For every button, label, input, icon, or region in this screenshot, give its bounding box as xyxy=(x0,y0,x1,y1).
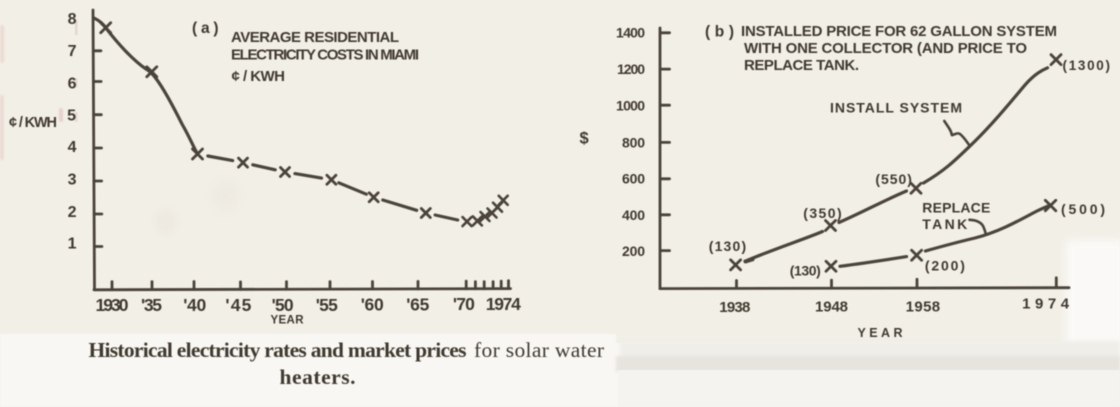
svg-text:(350): (350) xyxy=(803,205,842,221)
svg-text:$: $ xyxy=(580,130,589,148)
svg-text:1948: 1948 xyxy=(815,299,848,316)
svg-text:ELECTRICITY COSTS IN MIAMI: ELECTRICITY COSTS IN MIAMI xyxy=(231,47,419,64)
svg-text:heaters.: heaters. xyxy=(280,365,356,389)
svg-text:WITH ONE COLLECTOR (AND PRICE: WITH ONE COLLECTOR (AND PRICE TO xyxy=(744,40,1027,57)
svg-text:1: 1 xyxy=(68,236,77,253)
svg-text:4: 4 xyxy=(68,139,77,156)
svg-text:(a): (a) xyxy=(192,20,219,37)
svg-text:'50: '50 xyxy=(272,295,294,315)
svg-text:INSTALLED PRICE FOR 62 GALLON: INSTALLED PRICE FOR 62 GALLON SYSTEM xyxy=(741,23,1057,40)
svg-text:¢ / KWH: ¢ / KWH xyxy=(232,68,286,85)
svg-text:AVERAGE RESIDENTIAL: AVERAGE RESIDENTIAL xyxy=(231,29,399,46)
svg-text:1400: 1400 xyxy=(616,25,645,41)
svg-text:for solar water: for solar water xyxy=(474,338,604,362)
svg-text:INSTALL SYSTEM: INSTALL SYSTEM xyxy=(830,100,962,116)
svg-text:Historical electricity rates a: Historical electricity rates and market … xyxy=(89,338,467,362)
svg-text:8: 8 xyxy=(68,11,77,28)
svg-text:TANK: TANK xyxy=(922,216,967,232)
svg-text:1958: 1958 xyxy=(906,299,941,316)
svg-text:(200): (200) xyxy=(925,258,965,274)
svg-text:(b): (b) xyxy=(705,24,734,41)
svg-text:7: 7 xyxy=(68,43,77,60)
svg-text:YEAR: YEAR xyxy=(271,315,305,327)
svg-text:'55: '55 xyxy=(316,295,338,315)
svg-text:1974: 1974 xyxy=(486,294,521,314)
svg-text:'45: '45 xyxy=(225,295,251,315)
svg-text:6: 6 xyxy=(68,75,77,92)
svg-text:(130): (130) xyxy=(709,238,747,254)
svg-text:1200: 1200 xyxy=(617,61,645,77)
svg-text:3: 3 xyxy=(68,171,77,188)
svg-text:(500): (500) xyxy=(1061,201,1105,217)
svg-text:400: 400 xyxy=(622,207,645,223)
svg-text:1938: 1938 xyxy=(719,299,750,316)
svg-text:5: 5 xyxy=(67,107,76,124)
svg-text:600: 600 xyxy=(622,171,645,187)
svg-text:'65: '65 xyxy=(406,295,429,315)
svg-text:(550): (550) xyxy=(875,171,912,187)
svg-text:'70: '70 xyxy=(453,294,475,314)
svg-text:(1300): (1300) xyxy=(1063,58,1111,73)
svg-text:REPLACE: REPLACE xyxy=(922,200,990,216)
svg-text:800: 800 xyxy=(622,134,645,150)
svg-text:'60: '60 xyxy=(361,295,384,315)
svg-text:REPLACE TANK.: REPLACE TANK. xyxy=(744,57,859,74)
svg-text:1930: 1930 xyxy=(96,295,129,315)
svg-text:2: 2 xyxy=(68,204,77,221)
svg-text:'35: '35 xyxy=(141,295,162,315)
svg-text:200: 200 xyxy=(622,243,645,259)
svg-text:¢ / KWH: ¢ / KWH xyxy=(9,115,57,131)
svg-text:(130): (130) xyxy=(790,263,821,279)
svg-text:1000: 1000 xyxy=(616,97,645,113)
svg-text:'40: '40 xyxy=(183,295,206,315)
